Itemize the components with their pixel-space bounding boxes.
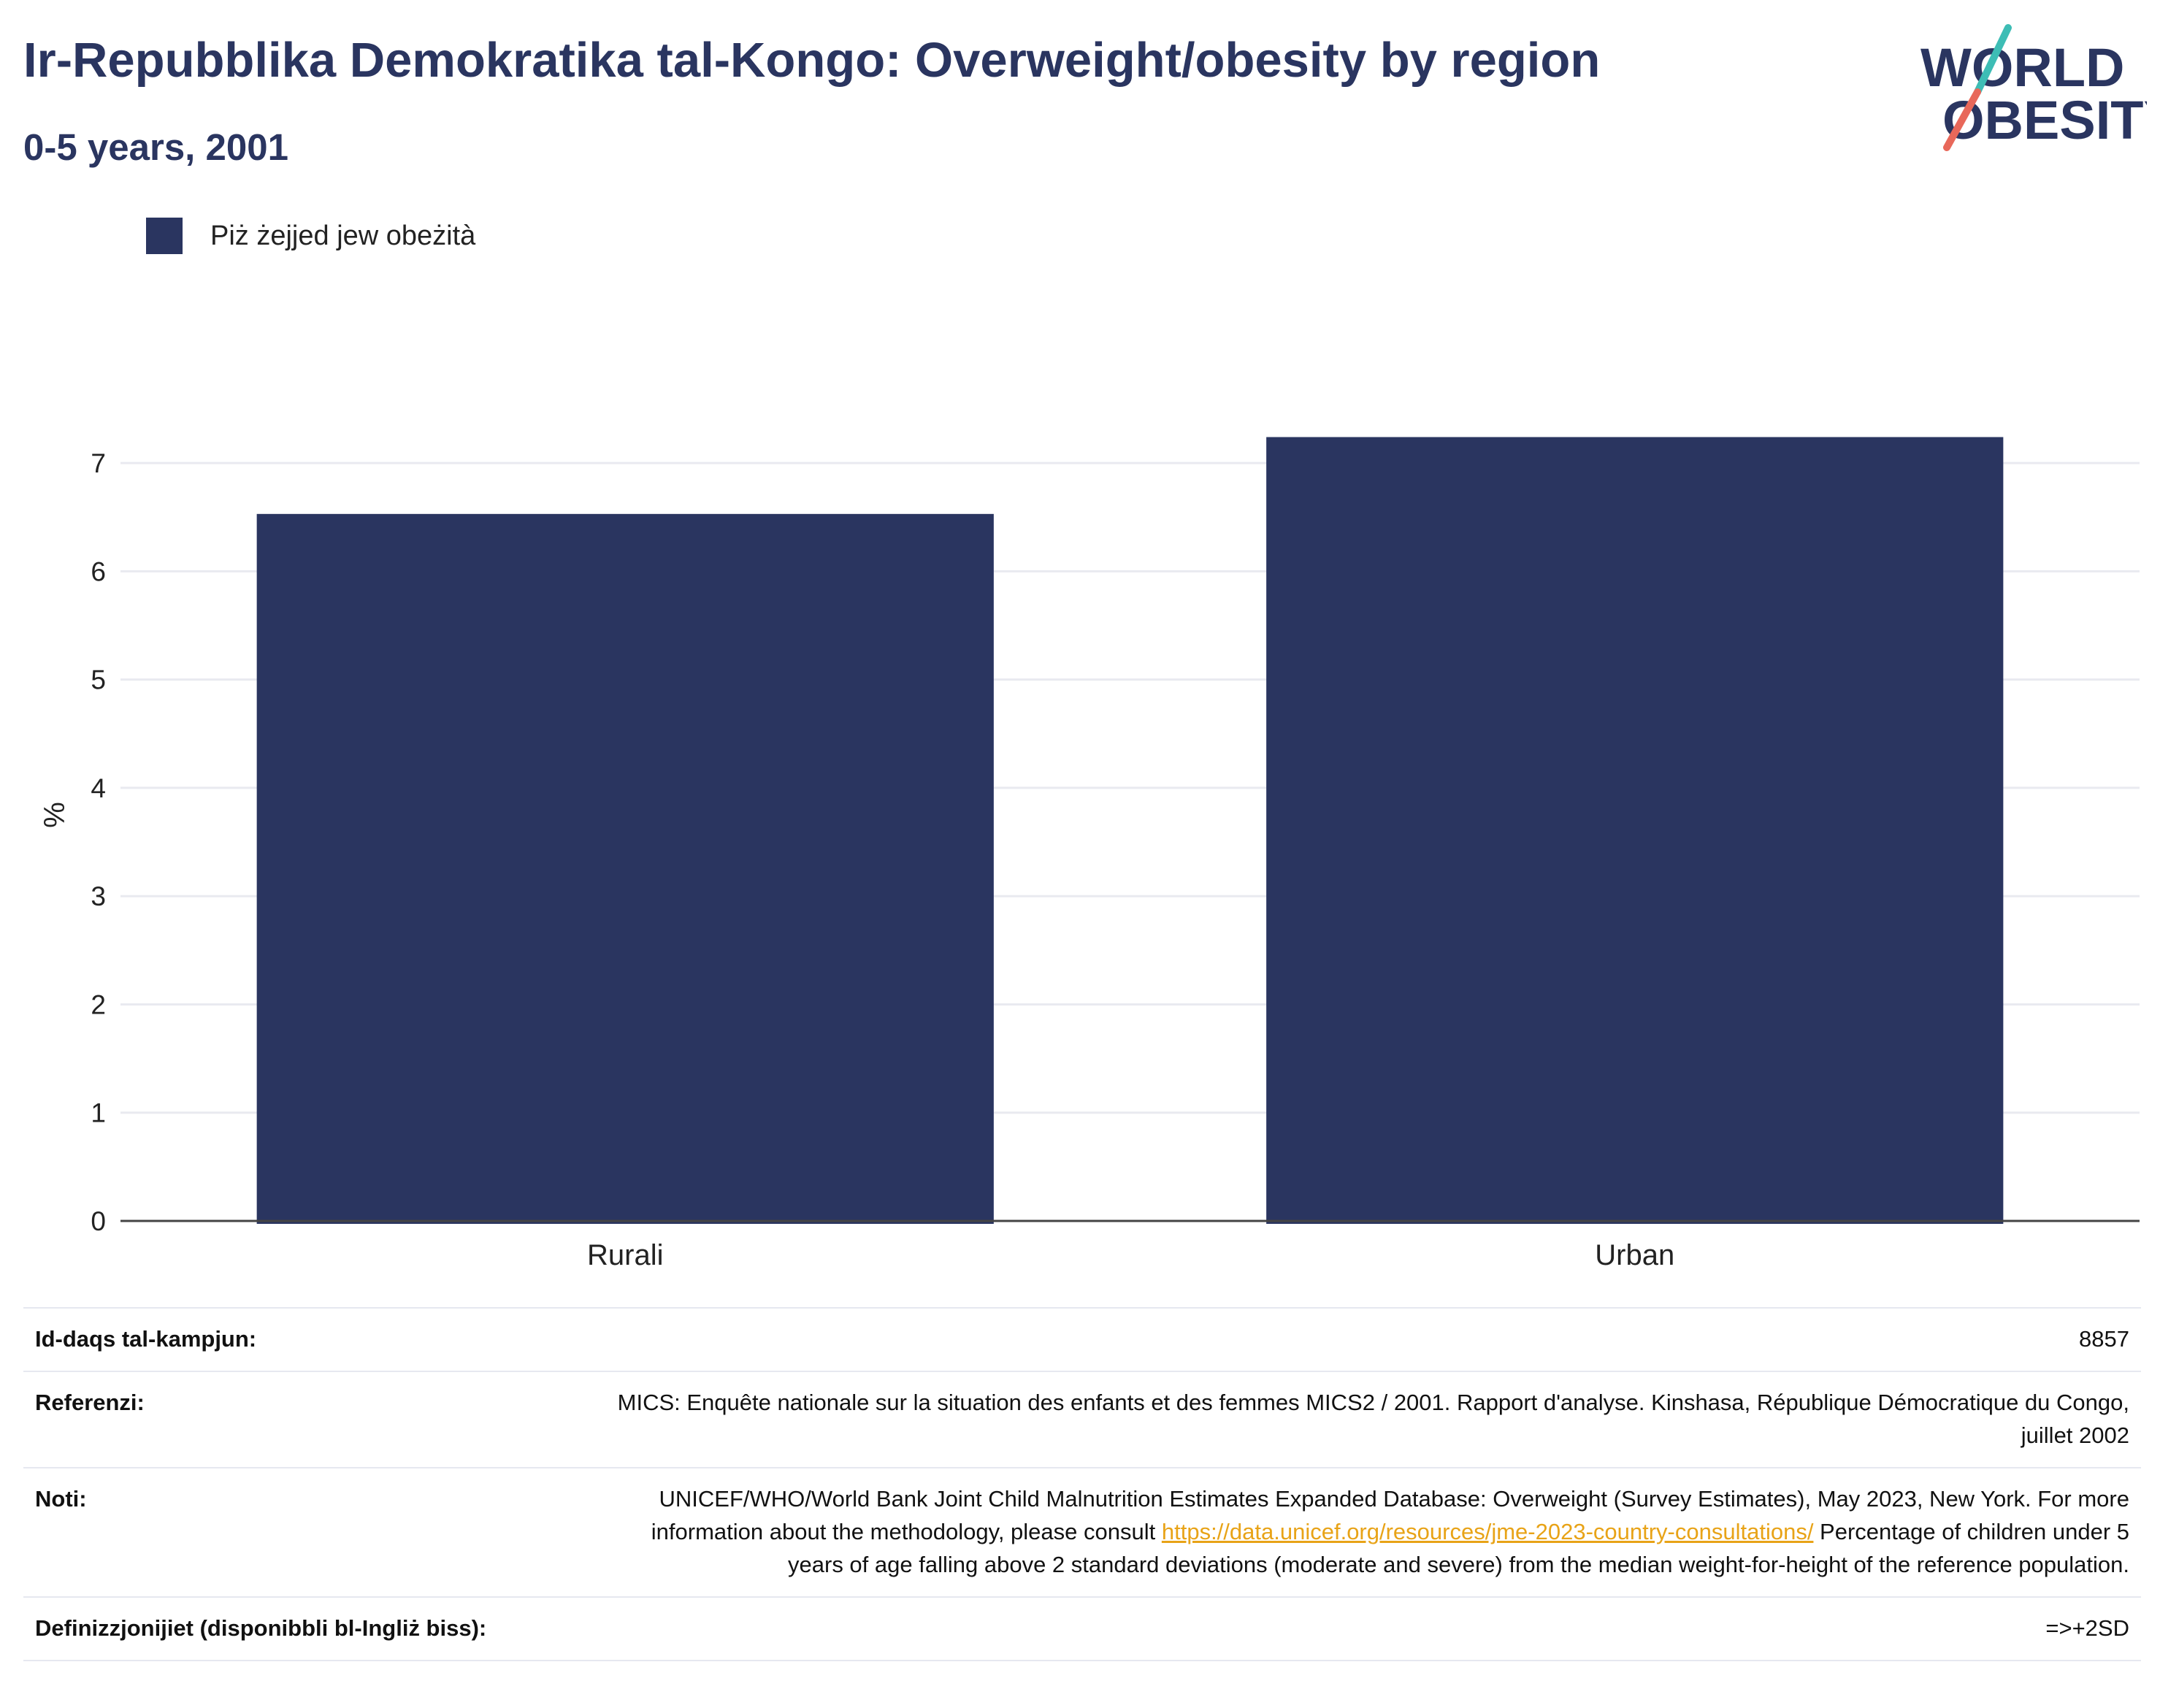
definitions-label: Definizzjonijiet (disponibbli bl-Ingliż … bbox=[23, 1596, 602, 1661]
notes-label: Noti: bbox=[23, 1466, 602, 1598]
notes-value: UNICEF/WHO/World Bank Joint Child Malnut… bbox=[602, 1466, 2141, 1598]
references-row: Referenzi: MICS: Enquête nationale sur l… bbox=[23, 1370, 2141, 1468]
legend-label: Piż żejjed jew obeżità bbox=[210, 220, 476, 251]
references-label: Referenzi: bbox=[23, 1370, 602, 1468]
definitions-value: =>+2SD bbox=[602, 1596, 2141, 1661]
notes-text-post: Percentage of children under 5 years of … bbox=[788, 1518, 2129, 1577]
chart-title: Ir-Repubblika Demokratika tal-Kongo: Ove… bbox=[23, 33, 1601, 88]
info-table: Id-daqs tal-kampjun: 8857 Referenzi: MIC… bbox=[23, 1307, 2141, 1661]
legend[interactable]: Piż żejjed jew obeżità bbox=[146, 218, 475, 254]
sample-size-row: Id-daqs tal-kampjun: 8857 bbox=[23, 1307, 2141, 1372]
x-tick-label: Urban bbox=[1595, 1239, 1674, 1271]
y-tick-label: 7 bbox=[91, 448, 106, 478]
y-tick-label: 2 bbox=[91, 989, 106, 1019]
y-axis-label: % bbox=[37, 802, 69, 828]
bar-rurali bbox=[256, 513, 994, 1224]
definitions-row: Definizzjonijiet (disponibbli bl-Ingliż … bbox=[23, 1596, 2141, 1661]
methodology-link[interactable]: https://data.unicef.org/resources/jme-20… bbox=[1161, 1518, 1814, 1544]
chart-subtitle: 0-5 years, 2001 bbox=[23, 126, 288, 168]
references-value: MICS: Enquête nationale sur la situation… bbox=[602, 1370, 2141, 1468]
logo-teal-slash bbox=[1974, 24, 2012, 96]
sample-size-label: Id-daqs tal-kampjun: bbox=[23, 1307, 602, 1372]
sample-size-value: 8857 bbox=[602, 1307, 2141, 1372]
y-tick-label: 3 bbox=[91, 881, 106, 911]
bar-chart: 0 1 2 3 4 5 6 7% Rurali Urban bbox=[37, 437, 2140, 1271]
legend-swatch bbox=[146, 218, 183, 254]
y-tick-label: 0 bbox=[91, 1206, 106, 1236]
world-obesity-logo: WORLD OBESITY bbox=[1920, 24, 2147, 151]
bar-urban bbox=[1266, 437, 2004, 1224]
y-tick-label: 5 bbox=[91, 665, 106, 695]
logo-line1: WORLD bbox=[1920, 37, 2125, 98]
notes-row: Noti: UNICEF/WHO/World Bank Joint Child … bbox=[23, 1466, 2141, 1598]
y-tick-label: 1 bbox=[91, 1098, 106, 1128]
y-tick-label: 4 bbox=[91, 773, 106, 803]
notes-text-pre: UNICEF/WHO/World Bank Joint Child Malnut… bbox=[651, 1485, 2129, 1544]
y-tick-label: 6 bbox=[91, 556, 106, 586]
logo-coral-slash bbox=[1943, 88, 1981, 151]
x-tick-label: Rurali bbox=[587, 1239, 663, 1271]
